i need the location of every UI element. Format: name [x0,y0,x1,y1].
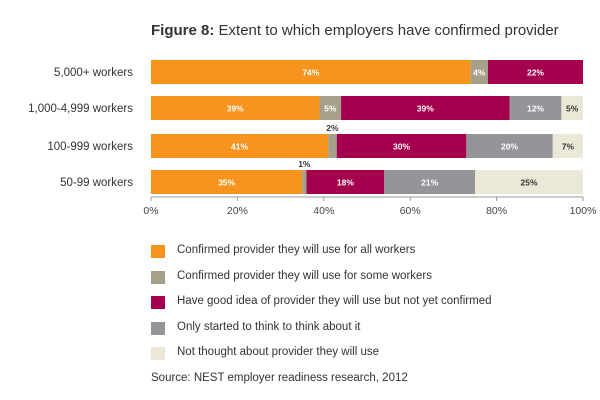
bar-segment [151,170,303,194]
chart-title: Figure 8: Extent to which employers have… [151,22,559,39]
data-label: 25% [520,178,537,188]
bar-segment [561,96,583,120]
legend-label: Confirmed provider they will use for som… [177,270,433,282]
legend-label: Confirmed provider they will use for all… [177,244,416,256]
bar-segment [306,170,385,194]
bar-segment [341,96,510,120]
bar-segment [336,134,467,158]
data-label: 18% [337,178,354,188]
stacked-bar-chart: 5,000+ workers 74% 4% 22% 1,000-4,999 worker… [28,60,597,217]
data-label: 30% [393,142,410,152]
legend-swatch [151,296,165,309]
x-tick-label: 80% [486,205,507,217]
bar-segment [487,60,583,84]
data-label: 7% [562,142,575,152]
legend-swatch [151,245,165,258]
bar-segment [466,134,553,158]
bar-segment [151,134,329,158]
category-label: 50-99 workers [60,177,133,189]
bar-segment [475,170,583,194]
x-tick-label: 0% [143,205,158,217]
figure-number: Figure 8: [151,22,215,39]
data-label: 12% [527,104,544,114]
bar-segment [552,134,583,158]
x-tick-label: 100% [570,205,597,217]
legend-label: Have good idea of provider they will use… [177,295,492,307]
source-note: Source: NEST employer readiness research… [151,372,408,384]
bar-segment [328,134,337,158]
data-label: 2% [326,123,339,133]
legend-label: Only started to think to think about it [177,321,361,333]
category-label: 100-999 workers [47,141,133,153]
x-tick-label: 20% [227,205,248,217]
data-label: 20% [501,142,518,152]
data-label: 22% [527,68,544,78]
data-label: 21% [421,178,438,188]
bar-segment [151,96,320,120]
bar-segment [319,96,342,120]
data-label: 39% [417,104,434,114]
x-tick-label: 40% [313,205,334,217]
legend-label: Not thought about provider they will use [177,346,380,358]
data-label: 4% [473,68,486,78]
bar-segment [384,170,475,194]
figure-title-text: Extent to which employers have confirmed… [218,22,559,39]
bar-segment [470,60,488,84]
bar-segment [509,96,562,120]
category-label: 5,000+ workers [54,67,133,79]
bar-segment [302,170,307,194]
data-label: 41% [231,142,248,152]
category-label: 1,000-4,999 workers [28,103,133,115]
data-label: 5% [324,104,337,114]
bar-segment [151,60,471,84]
data-label: 1% [298,159,311,169]
legend-swatch [151,322,165,335]
legend-swatch [151,271,165,284]
data-label: 5% [566,104,579,114]
data-label: 74% [302,68,319,78]
x-tick-label: 60% [400,205,421,217]
legend-swatch [151,347,165,360]
data-label: 39% [227,104,244,114]
data-label: 35% [218,178,235,188]
